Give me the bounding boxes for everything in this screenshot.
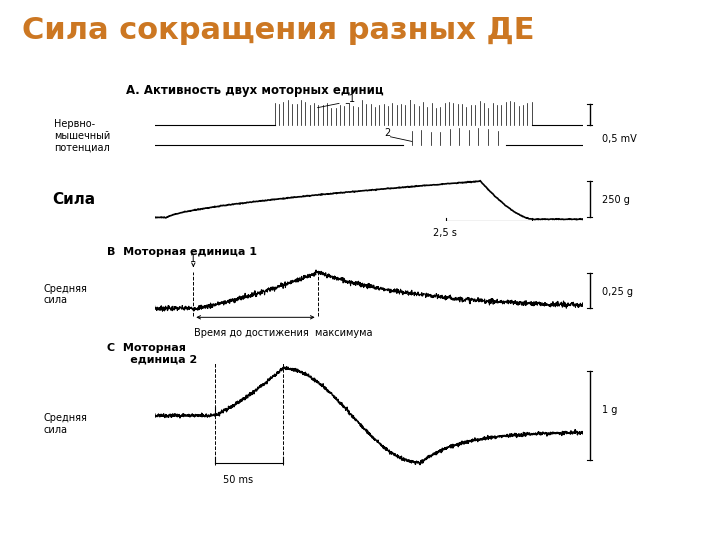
Text: Нервно-
мышечный
потенциал: Нервно- мышечный потенциал [54,119,110,153]
Text: А. Активность двух моторных единиц: А. Активность двух моторных единиц [126,84,384,97]
Text: Сила сокращения разных ДЕ: Сила сокращения разных ДЕ [22,16,534,45]
Text: 0,25 g: 0,25 g [602,287,633,296]
Text: 250 g: 250 g [602,195,630,205]
Text: В  Моторная единица 1: В Моторная единица 1 [107,247,256,257]
Text: 1: 1 [190,254,197,264]
Text: 1 g: 1 g [602,406,617,415]
Text: 2,5 s: 2,5 s [433,228,457,238]
Text: С  Моторная
      единица 2: С Моторная единица 2 [107,343,197,364]
Text: 0,5 mV: 0,5 mV [602,134,636,144]
Text: 50 ms: 50 ms [222,475,253,485]
Text: Время до достижения  максимума: Время до достижения максимума [194,328,373,338]
Text: Средняя
сила: Средняя сила [43,413,87,435]
Text: Средняя
сила: Средняя сила [43,284,87,305]
Text: 2: 2 [384,128,390,138]
Text: Сила: Сила [52,192,95,207]
Text: 1: 1 [348,94,355,104]
